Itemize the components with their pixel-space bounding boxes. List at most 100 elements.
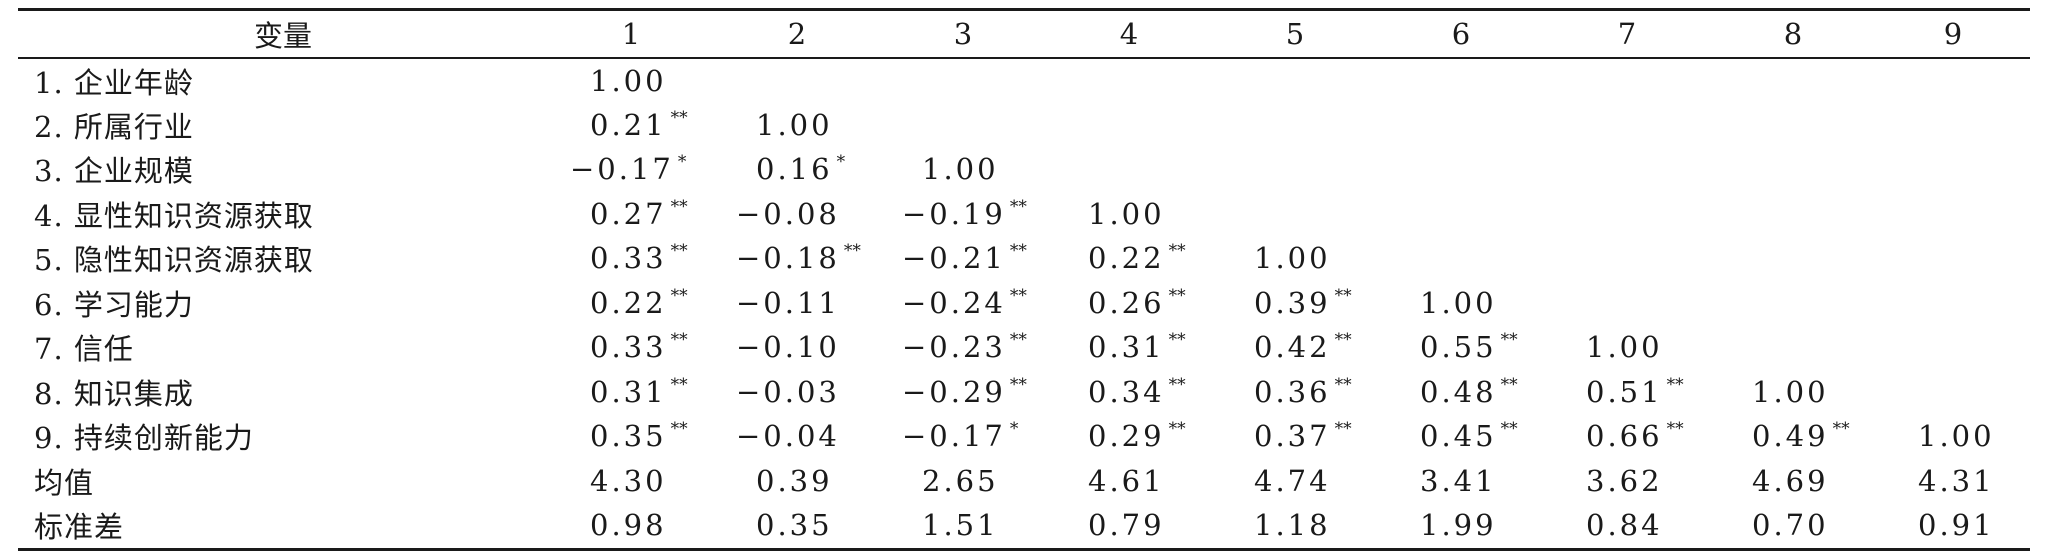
cell-value: 0.31 [590,374,667,409]
table-cell: 0.35 [714,503,880,548]
table-cell: 2.65 [880,459,1046,504]
cell-value: 1.00 [1420,285,1497,320]
table-cell: 0.55 ** [1378,325,1544,370]
table-row: 5. 隐性知识资源获取 0.33 ** −0.18 ** −0.21 ** 0.22 ** 1.0… [18,236,2030,281]
significance-marker: ** [670,107,688,128]
significance-marker: ** [1009,330,1027,351]
table-cell: −0.21 ** [880,236,1046,281]
table-cell: −0.11 [714,281,880,326]
significance-marker: ** [1168,241,1186,262]
cell-value: −0.03 [736,374,840,409]
header-col-3: 3 [880,11,1046,59]
cell-value: 0.22 [1088,241,1165,276]
table-cell: 0.21 ** [548,103,714,148]
cell-value: −0.24 [902,285,1006,320]
table-cell: 4.74 [1212,459,1378,504]
row-label: 均值 [34,465,95,500]
cell-value: 4.74 [1254,463,1331,498]
cell-value: 0.37 [1254,419,1331,454]
significance-marker: * [1009,419,1019,440]
cell-value: −0.11 [736,285,840,320]
table-cell [1046,103,1212,148]
table-cell [1544,192,1710,237]
cell-value: 3.62 [1586,463,1663,498]
table-cell [1544,147,1710,192]
table-cell [1710,192,1876,237]
cell-value: 0.31 [1088,330,1165,365]
cell-value: −0.08 [736,196,840,231]
table-cell: 0.36 ** [1212,370,1378,415]
significance-marker: ** [1009,241,1027,262]
table-row: 8. 知识集成 0.31 ** −0.03 −0.29 ** 0.34 ** 0.36 ** 0.4… [18,370,2030,415]
cell-value: 1.00 [1586,330,1663,365]
cell-value: 0.16 [756,152,833,187]
row-label: 3. 企业规模 [34,154,194,189]
significance-marker: ** [1009,374,1027,395]
significance-marker: ** [1666,374,1684,395]
table-cell: 1.00 [1876,414,2030,459]
header-col-2: 2 [714,11,880,59]
table-row: 3. 企业规模 −0.17 * 0.16 * 1.00 [18,147,2030,192]
table-cell [1378,103,1544,148]
row-label: 4. 显性知识资源获取 [34,198,314,233]
cell-value: 2.65 [922,463,999,498]
table-cell [1212,147,1378,192]
table-row: 1. 企业年龄 1.00 [18,58,2030,103]
table-cell: 0.31 ** [1046,325,1212,370]
table-row: 均值 4.30 0.39 2.65 4.61 4.74 3.41 3.62 4.69 4.31 [18,459,2030,504]
cell-value: 0.36 [1254,374,1331,409]
significance-marker: ** [1334,330,1352,351]
significance-marker: ** [1168,285,1186,306]
table-cell: 4.61 [1046,459,1212,504]
table-cell [1544,281,1710,326]
table-cell: 1.51 [880,503,1046,548]
table-cell [1378,147,1544,192]
cell-value: 0.21 [590,107,667,142]
table-cell: 0.29 ** [1046,414,1212,459]
table-cell: −0.29 ** [880,370,1046,415]
table-cell: 1.00 [1378,281,1544,326]
table-cell: 1.00 [880,147,1046,192]
cell-value: −0.29 [902,374,1006,409]
cell-value: 3.41 [1420,463,1497,498]
table-cell: 0.48 ** [1378,370,1544,415]
cell-value: −0.23 [902,330,1006,365]
table-cell [1710,281,1876,326]
table-cell: 0.45 ** [1378,414,1544,459]
table-cell: 0.22 ** [548,281,714,326]
table-cell: 0.51 ** [1544,370,1710,415]
table-cell: 0.39 [714,459,880,504]
header-col-5: 5 [1212,11,1378,59]
cell-value: −0.19 [902,196,1006,231]
table-cell: 4.69 [1710,459,1876,504]
significance-marker: ** [1168,419,1186,440]
table-cell: 1.18 [1212,503,1378,548]
significance-marker: ** [1832,419,1850,440]
header-col-1: 1 [548,11,714,59]
table-cell: 0.27 ** [548,192,714,237]
table-cell: 1.99 [1378,503,1544,548]
table-row: 6. 学习能力 0.22 ** −0.11 −0.24 ** 0.26 ** 0.39 ** 1.0… [18,281,2030,326]
table-cell: 0.34 ** [1046,370,1212,415]
cell-value: 4.31 [1918,463,1995,498]
table-cell: 4.30 [548,459,714,504]
table-cell [1876,325,2030,370]
significance-marker: ** [1334,419,1352,440]
cell-value: 1.18 [1254,508,1331,543]
table-cell: 0.49 ** [1710,414,1876,459]
table-cell: 0.84 [1544,503,1710,548]
table-cell: 0.33 ** [548,236,714,281]
cell-value: 0.22 [590,285,667,320]
significance-marker: ** [1500,374,1518,395]
cell-value: 0.39 [1254,285,1331,320]
table-cell [1710,236,1876,281]
header-col-4: 4 [1046,11,1212,59]
cell-value: 1.00 [756,107,833,142]
cell-value: 0.34 [1088,374,1165,409]
significance-marker: ** [670,285,688,306]
table-cell: 0.98 [548,503,714,548]
table-cell: −0.04 [714,414,880,459]
cell-value: 0.55 [1420,330,1497,365]
cell-value: 0.98 [590,508,667,543]
table-cell: 0.66 ** [1544,414,1710,459]
